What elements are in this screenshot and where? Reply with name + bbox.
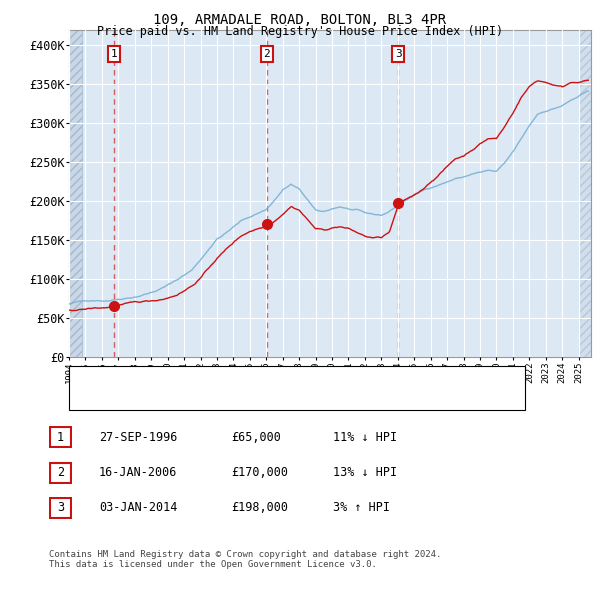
FancyBboxPatch shape (50, 427, 71, 447)
FancyBboxPatch shape (69, 366, 525, 410)
Text: HPI: Average price, detached house, Bolton: HPI: Average price, detached house, Bolt… (110, 394, 373, 404)
Text: Contains HM Land Registry data © Crown copyright and database right 2024.: Contains HM Land Registry data © Crown c… (49, 550, 442, 559)
Text: 109, ARMADALE ROAD, BOLTON, BL3 4PR: 109, ARMADALE ROAD, BOLTON, BL3 4PR (154, 13, 446, 27)
Text: This data is licensed under the Open Government Licence v3.0.: This data is licensed under the Open Gov… (49, 560, 377, 569)
Text: 16-JAN-2006: 16-JAN-2006 (99, 466, 178, 479)
Text: 3: 3 (395, 49, 401, 59)
Text: £65,000: £65,000 (231, 431, 281, 444)
Text: 2: 2 (57, 466, 64, 479)
Bar (69, 30, 82, 357)
Text: 13% ↓ HPI: 13% ↓ HPI (333, 466, 397, 479)
Text: 11% ↓ HPI: 11% ↓ HPI (333, 431, 397, 444)
Text: 109, ARMADALE ROAD, BOLTON, BL3 4PR (detached house): 109, ARMADALE ROAD, BOLTON, BL3 4PR (det… (110, 373, 435, 383)
Text: £198,000: £198,000 (231, 502, 288, 514)
Text: 1: 1 (57, 431, 64, 444)
Bar (578, 30, 591, 357)
Text: 3% ↑ HPI: 3% ↑ HPI (333, 502, 390, 514)
FancyBboxPatch shape (50, 463, 71, 483)
Text: 2: 2 (263, 49, 271, 59)
Text: 03-JAN-2014: 03-JAN-2014 (99, 502, 178, 514)
FancyBboxPatch shape (50, 498, 71, 518)
Text: £170,000: £170,000 (231, 466, 288, 479)
Text: 3: 3 (57, 502, 64, 514)
Text: Price paid vs. HM Land Registry's House Price Index (HPI): Price paid vs. HM Land Registry's House … (97, 25, 503, 38)
Text: 27-SEP-1996: 27-SEP-1996 (99, 431, 178, 444)
Text: 1: 1 (110, 49, 118, 59)
